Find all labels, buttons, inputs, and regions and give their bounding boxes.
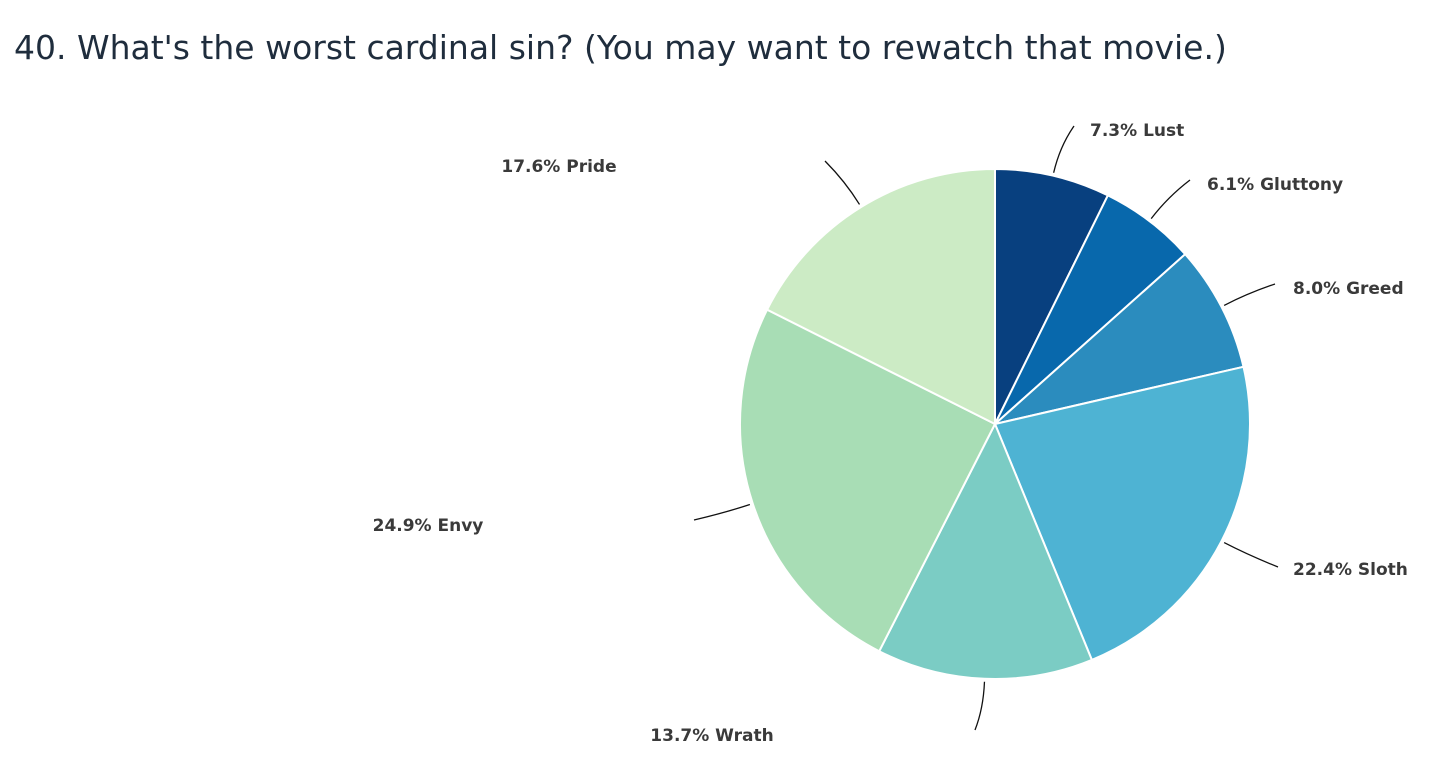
- pie-slice-greed: [994, 252, 1245, 425]
- leader-line-pride: [824, 160, 861, 205]
- leader-lines: [693, 125, 1279, 731]
- leader-line-envy: [693, 503, 751, 521]
- slice-label-pride: 17.6% Pride: [501, 157, 616, 177]
- pie-slices: [738, 167, 1251, 680]
- pie-slice-lust: [994, 167, 1110, 425]
- leader-line-sloth: [1223, 541, 1279, 568]
- slice-labels: 7.3% Lust 6.1% Gluttony 8.0% Greed 22.4% Sl…: [373, 121, 1408, 746]
- slice-label-gluttony: 6.1% Gluttony: [1207, 175, 1343, 195]
- slice-label-envy: 24.9% Envy: [373, 516, 484, 536]
- slice-label-lust: 7.3% Lust: [1090, 121, 1184, 141]
- slice-label-greed: 8.0% Greed: [1293, 279, 1404, 299]
- leader-line-greed: [1223, 283, 1276, 307]
- pie-slice-envy: [738, 308, 997, 653]
- pie-slice-wrath: [877, 421, 1094, 680]
- leader-line-gluttony: [1150, 179, 1191, 220]
- leader-line-wrath: [974, 681, 986, 731]
- slice-label-sloth: 22.4% Sloth: [1293, 560, 1408, 580]
- question-title: 40. What's the worst cardinal sin? (You …: [14, 28, 1227, 67]
- pie-slice-sloth: [993, 365, 1251, 662]
- leader-line-lust: [1053, 125, 1075, 173]
- slice-label-wrath: 13.7% Wrath: [650, 726, 773, 746]
- pie-slice-pride: [765, 167, 996, 426]
